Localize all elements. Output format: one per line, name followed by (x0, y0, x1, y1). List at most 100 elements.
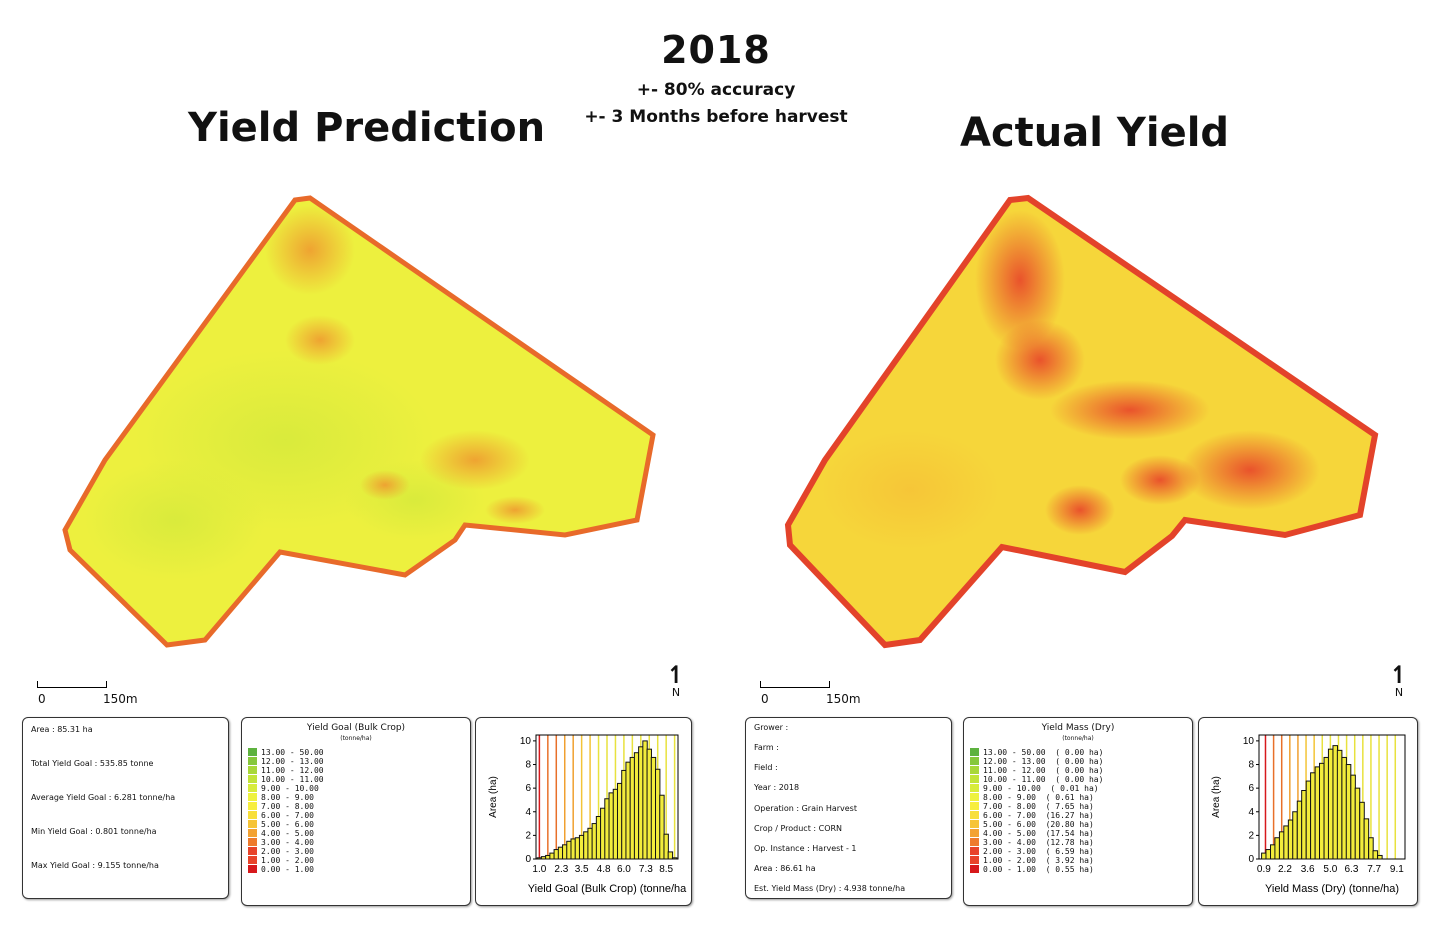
legend-row: 6.00 - 7.00 (248, 811, 314, 820)
x-tick-label: 8.5 (659, 864, 673, 875)
legend-label: 0.00 - 1.00 ( 0.55 ha) (983, 865, 1094, 874)
actual-yield-map (784, 194, 1379, 649)
year-title: 2018 (661, 28, 771, 72)
north-label: N (671, 686, 681, 699)
legend-label: 10.00 - 11.00 ( 0.00 ha) (983, 775, 1104, 784)
x-tick-label: 3.6 (1301, 864, 1315, 875)
legend-label: 4.00 - 5.00 (261, 829, 314, 838)
legend-row: 3.00 - 4.00 (12.78 ha) (970, 838, 1094, 847)
scale-bar (37, 681, 107, 688)
histogram-bar (1327, 748, 1334, 860)
legend-row: 9.00 - 10.00 ( 0.01 ha) (970, 784, 1099, 793)
y-tick-label: 0 (525, 854, 531, 865)
legend-swatch (970, 865, 979, 873)
legend-row: 7.00 - 8.00 (248, 802, 314, 811)
y-tick-label: 4 (1248, 807, 1254, 818)
legend-label: 5.00 - 6.00 (261, 820, 314, 829)
legend-label: 1.00 - 2.00 (261, 856, 314, 865)
histogram-bar (1341, 756, 1347, 860)
histogram-bar (1345, 764, 1352, 860)
legend-row: 4.00 - 5.00 (248, 829, 314, 838)
legend-swatch (248, 829, 257, 837)
legend-label: 9.00 - 10.00 (261, 784, 319, 793)
north-arrow-icon: ↿ (1389, 661, 1410, 689)
x-tick-label: 0.9 (1257, 864, 1271, 875)
legend-label: 12.00 - 13.00 ( 0.00 ha) (983, 757, 1104, 766)
legend-label: 13.00 - 50.00 (261, 748, 324, 757)
y-tick-label: 4 (525, 807, 531, 818)
legend-row: 2.00 - 3.00 (248, 847, 314, 856)
legend-label: 4.00 - 5.00 (17.54 ha) (983, 829, 1094, 838)
histogram-bar (1336, 749, 1343, 860)
scale-distance-label: 150m (826, 692, 861, 706)
legend-swatch (970, 793, 979, 801)
legend-swatch (248, 784, 257, 792)
y-tick-label: 2 (525, 830, 531, 841)
histogram-bar (1377, 854, 1383, 860)
histogram-bar (1314, 766, 1321, 860)
scale-zero-label: 0 (761, 692, 769, 706)
legend-label: 1.00 - 2.00 ( 3.92 ha) (983, 856, 1094, 865)
legend-row: 3.00 - 4.00 (248, 838, 314, 847)
actual-histogram: 0 2 4 6 8 10 0.9 2.2 3.6 5.0 6.3 7.7 9.1 Yield Mass (… (1211, 734, 1406, 895)
legend-swatch (248, 820, 257, 828)
legend-row: 10.00 - 11.00 ( 0.00 ha) (970, 775, 1103, 784)
legend-swatch (970, 775, 979, 783)
legend-swatch (248, 793, 257, 801)
scale-zero-label: 0 (38, 692, 46, 706)
legend-swatch (248, 865, 257, 873)
y-tick-label: 2 (1248, 830, 1254, 841)
legend-swatch (970, 784, 979, 792)
legend-swatch (970, 829, 979, 837)
stat-min-yield: Min Yield Goal : 0.801 tonne/ha (31, 827, 157, 836)
y-tick-label: 8 (1248, 760, 1254, 771)
y-tick-label: 6 (1248, 783, 1254, 794)
legend-swatch (970, 748, 979, 756)
histogram-bar (1332, 745, 1339, 860)
histogram-bar (667, 851, 674, 860)
stat-average-yield: Average Yield Goal : 6.281 tonne/ha (31, 793, 176, 802)
legend-swatch (970, 838, 979, 846)
legend-row: 2.00 - 3.00 ( 6.59 ha) (970, 847, 1094, 856)
x-tick-label: 4.8 (597, 864, 611, 875)
stat-field: Field : (754, 763, 778, 772)
actual-stats-panel: Grower : Farm : Field : Year : 2018 Oper… (745, 717, 952, 899)
histogram-bar (1350, 774, 1356, 860)
north-arrow-icon: ↿ (666, 661, 687, 689)
legend-label: 11.00 - 12.00 ( 0.00 ha) (983, 766, 1104, 775)
x-axis-label: Yield Mass (Dry) (tonne/ha) (1265, 883, 1399, 895)
legend-row: 1.00 - 2.00 (248, 856, 314, 865)
histogram-bar (1368, 837, 1374, 860)
legend-label: 13.00 - 50.00 ( 0.00 ha) (983, 748, 1104, 757)
north-arrow: ↿ N (1389, 661, 1410, 699)
prediction-stats-panel: Area : 85.31 ha Total Yield Goal : 535.8… (22, 717, 229, 899)
stat-crop: Crop / Product : CORN (754, 824, 843, 833)
legend-label: 9.00 - 10.00 ( 0.01 ha) (983, 784, 1099, 793)
x-axis-label: Yield Goal (Bulk Crop) (tonne/ha (528, 883, 687, 895)
legend-label: 3.00 - 4.00 (261, 838, 314, 847)
histogram-bar (1359, 801, 1365, 860)
legend-swatch (970, 820, 979, 828)
histogram-bar (659, 794, 665, 860)
histogram-bar (1274, 837, 1280, 860)
legend-title: Yield Mass (Dry) (1041, 723, 1115, 733)
legend-row: 6.00 - 7.00 (16.27 ha) (970, 811, 1094, 820)
x-tick-label: 5.0 (1323, 864, 1337, 875)
x-tick-label: 6.0 (617, 864, 631, 875)
legend-row: 5.00 - 6.00 (248, 820, 314, 829)
legend-label: 12.00 - 13.00 (261, 757, 324, 766)
prediction-histogram-panel: 0 2 4 6 8 10 1.0 2.3 3.5 4.8 6.0 7.3 8.5 Yield Goal (… (475, 717, 692, 906)
accuracy-subtitle: +- 80% accuracy (636, 80, 796, 100)
histogram-bar (1292, 811, 1298, 860)
legend-row: 4.00 - 5.00 (17.54 ha) (970, 829, 1094, 838)
yield-prediction-title: Yield Prediction (188, 105, 546, 151)
scale-bar (760, 681, 830, 688)
actual-histogram-panel: 0 2 4 6 8 10 0.9 2.2 3.6 5.0 6.3 7.7 9.1 Yield Mass (… (1198, 717, 1418, 906)
legend-label: 6.00 - 7.00 (16.27 ha) (983, 811, 1094, 820)
stat-op-instance: Op. Instance : Harvest - 1 (754, 844, 857, 853)
histogram-bar (1270, 844, 1276, 860)
stat-max-yield: Max Yield Goal : 9.155 tonne/ha (31, 861, 159, 870)
legend-row: 1.00 - 2.00 ( 3.92 ha) (970, 856, 1094, 865)
x-tick-label: 3.5 (575, 864, 589, 875)
legend-label: 7.00 - 8.00 (261, 802, 314, 811)
